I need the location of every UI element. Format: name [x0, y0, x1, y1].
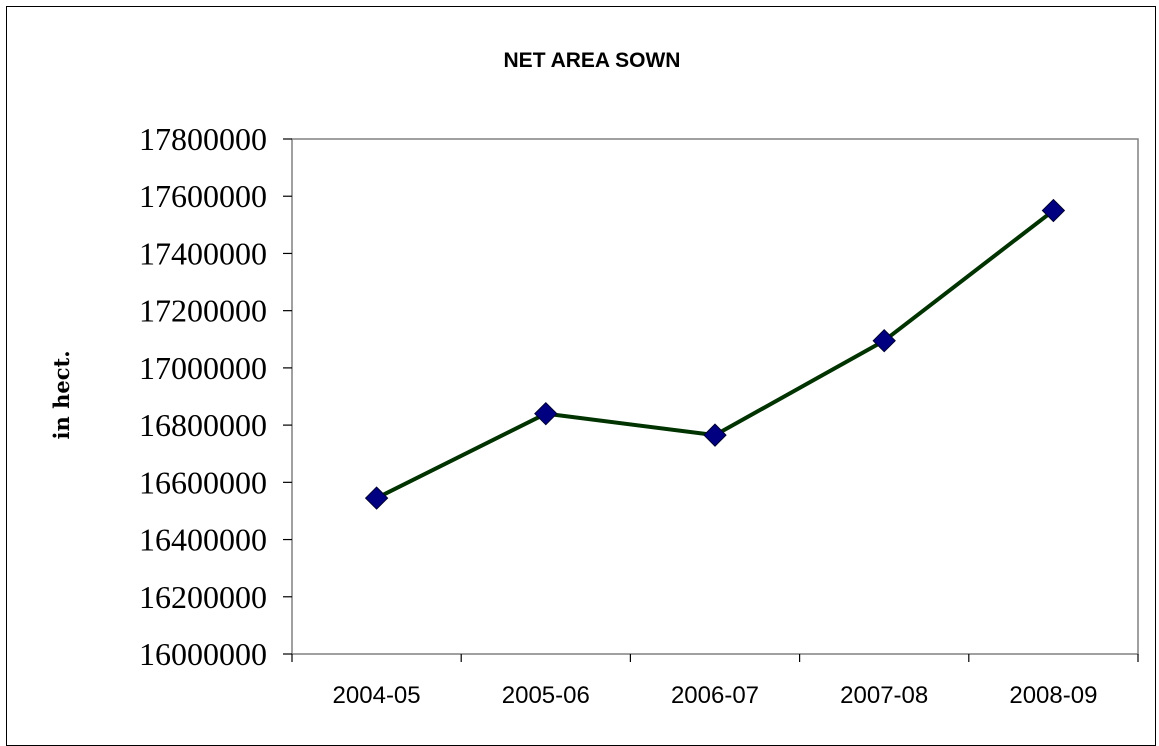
data-point-marker — [872, 329, 896, 353]
plot-area — [291, 138, 1139, 655]
x-tick-label: 2005-06 — [502, 682, 590, 709]
y-tick-label: 16600000 — [139, 464, 267, 500]
x-tick-label: 2006-07 — [671, 682, 759, 709]
chart-title: NET AREA SOWN — [504, 49, 681, 72]
data-point-marker — [1041, 198, 1066, 223]
data-point-marker — [364, 486, 389, 510]
data-point-marker — [703, 423, 727, 447]
y-tick-label: 16800000 — [139, 407, 267, 443]
axes: 16000000 16200000 16400000 16600000 16800000… — [139, 121, 1139, 709]
x-tick-label: 2008-09 — [1009, 682, 1097, 709]
y-tick-label: 16000000 — [139, 636, 267, 672]
y-tick-label: 17000000 — [139, 350, 267, 386]
y-tick-label: 17400000 — [139, 235, 267, 271]
y-tick-label: 16400000 — [139, 522, 267, 558]
y-tick-label: 16200000 — [139, 579, 267, 615]
y-axis-label: in hect. — [49, 351, 74, 440]
x-tick-label: 2007-08 — [840, 682, 928, 709]
y-tick-label: 17200000 — [139, 293, 267, 329]
data-point-marker — [534, 401, 558, 426]
y-tick-label: 17600000 — [139, 178, 267, 214]
line-chart: NET AREA SOWN in hect. 16000000162000001… — [49, 49, 1139, 709]
y-tick-label: 17800000 — [139, 121, 267, 157]
series-layer — [364, 198, 1066, 510]
x-tick-label: 2004-05 — [333, 682, 421, 709]
